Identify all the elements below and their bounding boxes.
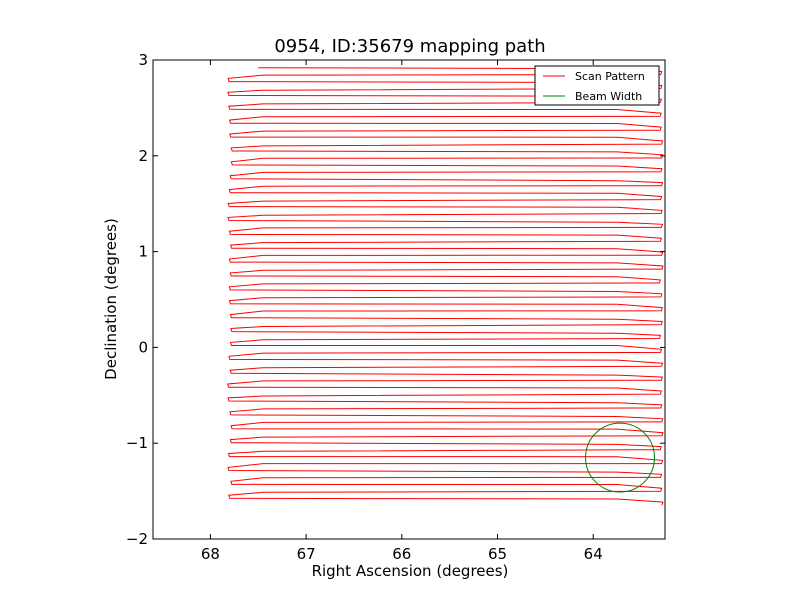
legend-box [534,65,660,106]
x-tick-label: 66 [392,545,411,563]
chart-title: 0954, ID:35679 mapping path [274,36,545,57]
scan-pattern-line [227,67,664,506]
y-axis-label: Declination (degrees) [102,218,120,380]
plot-area [227,67,664,506]
y-tick-label: 0 [138,338,148,356]
legend: Scan Pattern Beam Width [534,65,660,106]
x-tick-label: 68 [201,545,220,563]
y-tick-label: −2 [126,530,148,548]
legend-label-scan-pattern: Scan Pattern [575,70,645,83]
x-tick-label: 64 [584,545,603,563]
x-tick-label: 65 [488,545,507,563]
axis-ticks: 68 67 66 65 64 3 2 1 0 −1 −2 [126,51,665,563]
x-tick-label: 67 [297,545,316,563]
beam-width-circle [585,422,655,493]
y-tick-label: −1 [126,434,148,452]
y-tick-label: 3 [138,51,148,69]
x-axis-label: Right Ascension (degrees) [312,562,509,580]
y-tick-label: 1 [138,243,148,261]
legend-label-beam-width: Beam Width [575,90,642,103]
plot-frame [152,59,666,540]
y-tick-label: 2 [138,147,148,165]
